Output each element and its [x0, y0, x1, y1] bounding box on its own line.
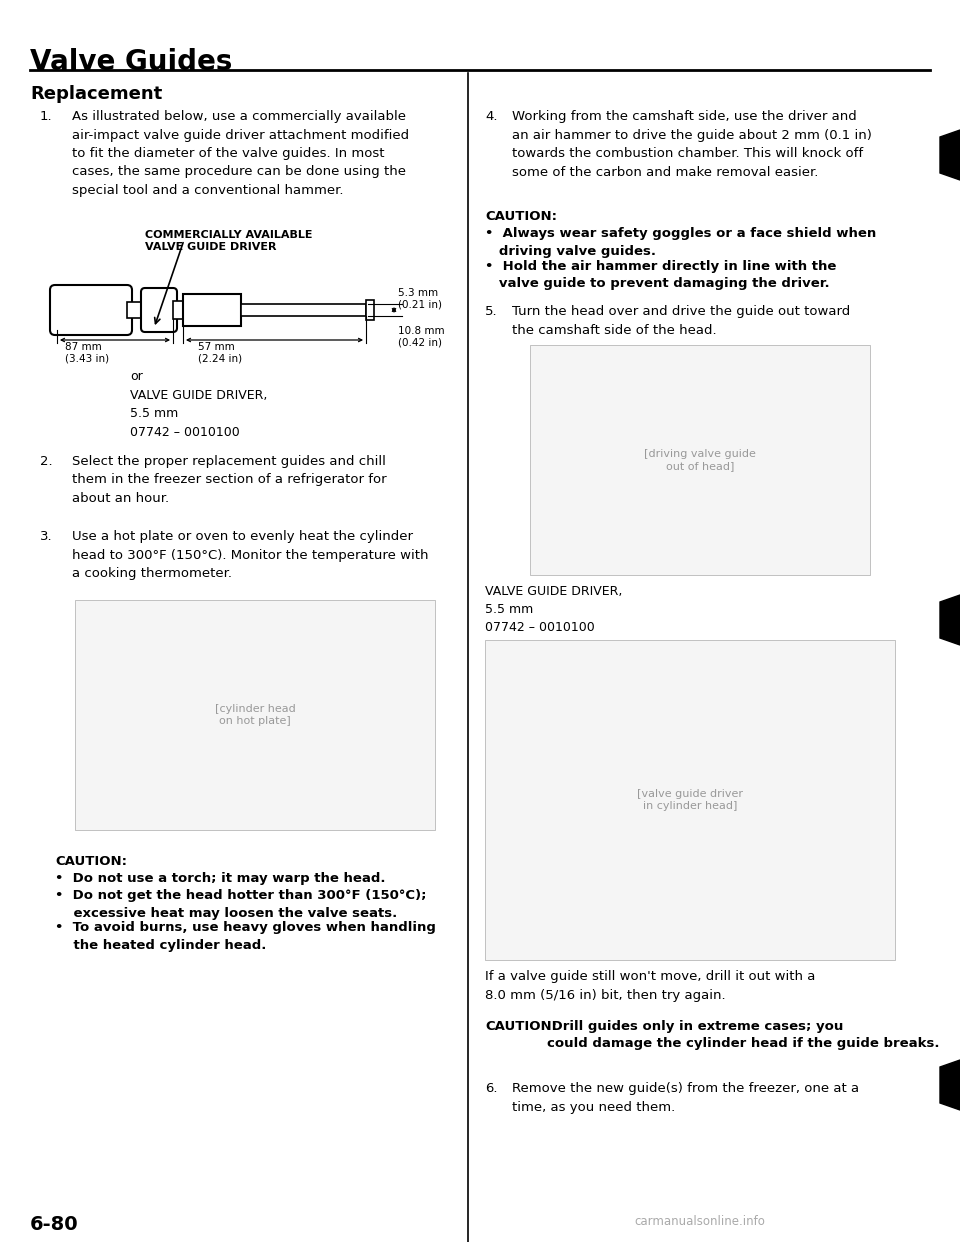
Bar — [75, 600, 435, 830]
Text: or
VALVE GUIDE DRIVER,
5.5 mm
07742 – 0010100: or VALVE GUIDE DRIVER, 5.5 mm 07742 – 00… — [130, 370, 268, 438]
Text: 5.: 5. — [485, 306, 497, 318]
Text: Valve Guides: Valve Guides — [30, 48, 232, 76]
Text: 6.: 6. — [485, 1082, 497, 1095]
Text: CAUTION:: CAUTION: — [55, 854, 127, 868]
Text: Drill guides only in extreme cases; you
could damage the cylinder head if the gu: Drill guides only in extreme cases; you … — [547, 1020, 940, 1051]
Text: 5.3 mm
(0.21 in): 5.3 mm (0.21 in) — [398, 288, 442, 309]
Text: 3.: 3. — [40, 530, 53, 543]
Text: •  Do not get the head hotter than 300°F (150°C);
    excessive heat may loosen : • Do not get the head hotter than 300°F … — [55, 889, 426, 919]
Text: COMMERCIALLY AVAILABLE
VALVE GUIDE DRIVER: COMMERCIALLY AVAILABLE VALVE GUIDE DRIVE… — [145, 230, 313, 252]
Text: CAUTION:: CAUTION: — [485, 210, 557, 224]
Text: •  Hold the air hammer directly in line with the
   valve guide to prevent damag: • Hold the air hammer directly in line w… — [485, 260, 836, 291]
Text: If a valve guide still won't move, drill it out with a
8.0 mm (5/16 in) bit, the: If a valve guide still won't move, drill… — [485, 970, 815, 1001]
Bar — [485, 640, 895, 960]
Text: 2.: 2. — [40, 455, 53, 468]
Text: VALVE GUIDE DRIVER,
5.5 mm
07742 – 0010100: VALVE GUIDE DRIVER, 5.5 mm 07742 – 00101… — [485, 585, 622, 633]
Text: 57 mm
(2.24 in): 57 mm (2.24 in) — [198, 342, 242, 364]
Bar — [366, 301, 374, 320]
Text: 1.: 1. — [40, 111, 53, 123]
Text: •  To avoid burns, use heavy gloves when handling
    the heated cylinder head.: • To avoid burns, use heavy gloves when … — [55, 922, 436, 951]
Text: [cylinder head
on hot plate]: [cylinder head on hot plate] — [215, 704, 296, 725]
Text: 4.: 4. — [485, 111, 497, 123]
Text: Remove the new guide(s) from the freezer, one at a
time, as you need them.: Remove the new guide(s) from the freezer… — [512, 1082, 859, 1114]
Text: carmanualsonline.info: carmanualsonline.info — [635, 1215, 765, 1228]
Polygon shape — [940, 1059, 960, 1110]
Bar — [241, 304, 366, 315]
FancyBboxPatch shape — [141, 288, 177, 332]
Bar — [173, 301, 183, 319]
Text: •  Do not use a torch; it may warp the head.: • Do not use a torch; it may warp the he… — [55, 872, 386, 886]
Bar — [530, 345, 870, 575]
Text: Replacement: Replacement — [30, 84, 162, 103]
Text: [valve guide driver
in cylinder head]: [valve guide driver in cylinder head] — [637, 789, 743, 811]
Text: 10.8 mm
(0.42 in): 10.8 mm (0.42 in) — [398, 325, 444, 348]
Polygon shape — [940, 595, 960, 645]
Text: 6-80: 6-80 — [30, 1215, 79, 1235]
FancyBboxPatch shape — [50, 284, 132, 335]
Text: CAUTION:: CAUTION: — [485, 1020, 557, 1033]
Bar — [125, 302, 147, 318]
Text: [driving valve guide
out of head]: [driving valve guide out of head] — [644, 450, 756, 471]
Text: Turn the head over and drive the guide out toward
the camshaft side of the head.: Turn the head over and drive the guide o… — [512, 306, 851, 337]
Text: Working from the camshaft side, use the driver and
an air hammer to drive the gu: Working from the camshaft side, use the … — [512, 111, 872, 179]
Bar — [183, 294, 241, 325]
Text: 87 mm
(3.43 in): 87 mm (3.43 in) — [65, 342, 109, 364]
Text: Select the proper replacement guides and chill
them in the freezer section of a : Select the proper replacement guides and… — [72, 455, 387, 505]
Bar — [171, 302, 185, 318]
Text: •  Always wear safety goggles or a face shield when
   driving valve guides.: • Always wear safety goggles or a face s… — [485, 227, 876, 257]
Polygon shape — [940, 130, 960, 180]
Text: Use a hot plate or oven to evenly heat the cylinder
head to 300°F (150°C). Monit: Use a hot plate or oven to evenly heat t… — [72, 530, 428, 580]
Text: As illustrated below, use a commercially available
air-impact valve guide driver: As illustrated below, use a commercially… — [72, 111, 409, 197]
Bar — [127, 302, 145, 318]
